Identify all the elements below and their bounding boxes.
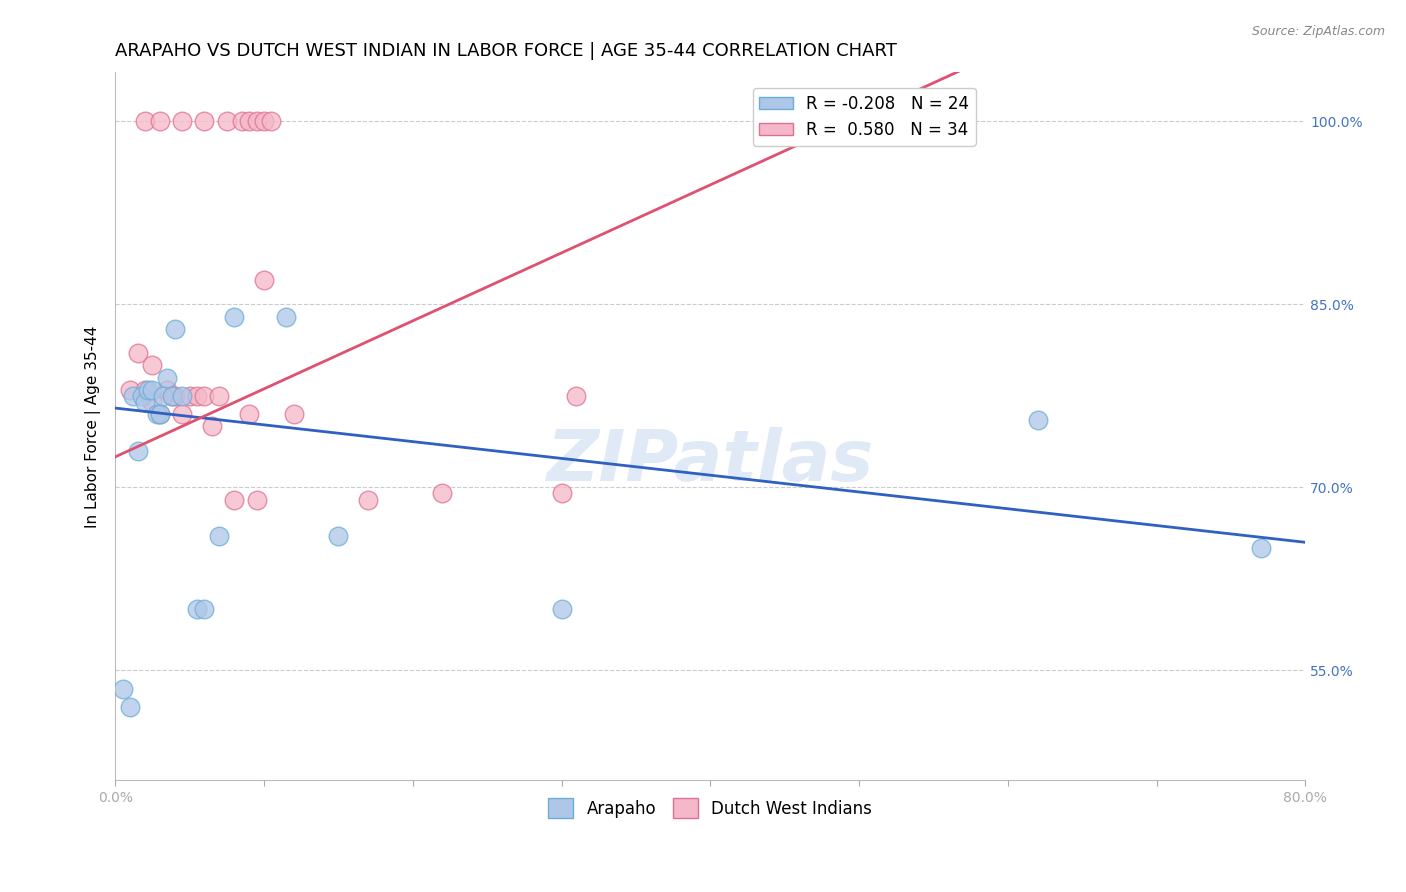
Point bbox=[193, 602, 215, 616]
Point bbox=[160, 389, 183, 403]
Point bbox=[141, 359, 163, 373]
Point bbox=[231, 114, 253, 128]
Point bbox=[149, 114, 172, 128]
Point bbox=[141, 383, 163, 397]
Text: ZIPatlas: ZIPatlas bbox=[547, 427, 875, 496]
Point bbox=[245, 492, 267, 507]
Point bbox=[131, 389, 153, 403]
Legend: Arapaho, Dutch West Indians: Arapaho, Dutch West Indians bbox=[541, 791, 879, 825]
Point bbox=[193, 114, 215, 128]
Point bbox=[245, 114, 267, 128]
Point bbox=[134, 383, 156, 397]
Point bbox=[238, 407, 260, 421]
Point bbox=[149, 407, 172, 421]
Point bbox=[328, 529, 350, 543]
Point bbox=[146, 407, 169, 421]
Point bbox=[550, 602, 572, 616]
Point bbox=[253, 273, 276, 287]
Point bbox=[149, 407, 172, 421]
Point bbox=[432, 486, 454, 500]
Point bbox=[122, 389, 145, 403]
Point bbox=[172, 407, 194, 421]
Text: Source: ZipAtlas.com: Source: ZipAtlas.com bbox=[1251, 25, 1385, 38]
Point bbox=[238, 114, 260, 128]
Point bbox=[134, 114, 156, 128]
Point bbox=[152, 389, 174, 403]
Point bbox=[201, 419, 224, 434]
Point bbox=[179, 389, 201, 403]
Y-axis label: In Labor Force | Age 35-44: In Labor Force | Age 35-44 bbox=[86, 326, 101, 527]
Point bbox=[215, 114, 238, 128]
Point bbox=[276, 310, 298, 324]
Point bbox=[224, 492, 246, 507]
Point bbox=[208, 529, 231, 543]
Point bbox=[134, 395, 156, 409]
Point bbox=[172, 389, 194, 403]
Point bbox=[208, 389, 231, 403]
Point bbox=[156, 383, 179, 397]
Point bbox=[172, 114, 194, 128]
Point bbox=[193, 389, 215, 403]
Point bbox=[186, 602, 208, 616]
Point bbox=[127, 346, 149, 360]
Point bbox=[141, 395, 163, 409]
Point bbox=[127, 443, 149, 458]
Point bbox=[1250, 541, 1272, 556]
Point bbox=[565, 389, 588, 403]
Point bbox=[1026, 413, 1049, 427]
Point bbox=[224, 310, 246, 324]
Point bbox=[120, 383, 142, 397]
Point bbox=[186, 389, 208, 403]
Point bbox=[253, 114, 276, 128]
Point bbox=[260, 114, 283, 128]
Text: ARAPAHO VS DUTCH WEST INDIAN IN LABOR FORCE | AGE 35-44 CORRELATION CHART: ARAPAHO VS DUTCH WEST INDIAN IN LABOR FO… bbox=[115, 42, 897, 60]
Point bbox=[120, 700, 142, 714]
Point bbox=[156, 370, 179, 384]
Point bbox=[357, 492, 380, 507]
Point bbox=[160, 389, 183, 403]
Point bbox=[283, 407, 305, 421]
Point bbox=[111, 681, 134, 696]
Point bbox=[136, 383, 159, 397]
Point bbox=[163, 322, 186, 336]
Point bbox=[550, 486, 572, 500]
Point bbox=[163, 389, 186, 403]
